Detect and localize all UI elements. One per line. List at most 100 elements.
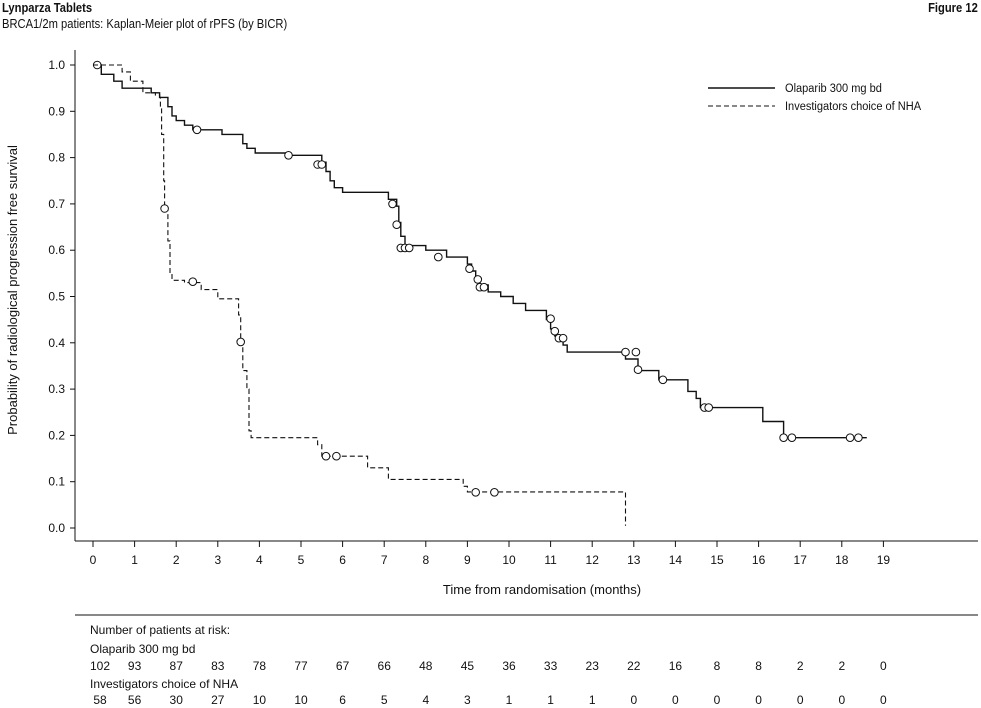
- x-tick-label: 9: [464, 553, 471, 567]
- y-tick-label: 0.6: [48, 243, 65, 257]
- risk-value: 78: [253, 659, 267, 673]
- risk-value: 0: [672, 693, 679, 707]
- chart-subtitle: BRCA1/2m patients: Kaplan-Meier plot of …: [2, 16, 288, 31]
- risk-value: 0: [838, 693, 845, 707]
- censor-marker: [631, 347, 641, 357]
- censor-marker: [845, 433, 855, 443]
- risk-value: 87: [170, 659, 184, 673]
- x-tick-label: 4: [256, 553, 263, 567]
- risk-value: 0: [714, 693, 721, 707]
- censor-marker: [621, 347, 630, 357]
- x-axis-label: Time from randomisation (months): [443, 582, 641, 597]
- x-tick-label: 10: [502, 553, 516, 567]
- censor-marker: [434, 252, 443, 262]
- x-tick-label: 8: [422, 553, 429, 567]
- censor-marker: [473, 275, 483, 284]
- chart-series: [92, 60, 867, 526]
- risk-value: 102: [90, 659, 110, 673]
- risk-value: 2: [838, 659, 845, 673]
- censor-marker: [404, 243, 414, 253]
- censor-marker: [787, 433, 797, 443]
- risk-value: 0: [755, 693, 762, 707]
- risk-value: 5: [381, 693, 388, 707]
- figure-label: Figure 12: [928, 0, 978, 15]
- x-tick-label: 1: [131, 553, 138, 567]
- x-tick-label: 15: [710, 553, 724, 567]
- risk-value: 67: [336, 659, 350, 673]
- censor-marker: [479, 282, 489, 292]
- censor-marker: [392, 220, 402, 229]
- risk-value: 93: [128, 659, 142, 673]
- x-tick-label: 17: [794, 553, 808, 567]
- risk-value: 10: [294, 693, 308, 707]
- censor-marker: [854, 433, 863, 443]
- x-tick-label: 7: [381, 553, 388, 567]
- risk-value: 27: [211, 693, 225, 707]
- censor-marker: [192, 125, 202, 135]
- risk-value: 56: [128, 693, 142, 707]
- y-tick-label: 0.8: [48, 151, 65, 165]
- risk-value: 4: [422, 693, 429, 707]
- censor-marker: [658, 375, 668, 385]
- y-tick-label: 0.7: [48, 197, 65, 211]
- x-tick-label: 2: [173, 553, 180, 567]
- risk-row-label: Investigators choice of NHA: [90, 677, 238, 691]
- y-tick-label: 0.5: [48, 290, 65, 304]
- risk-row-label: Olaparib 300 mg bd: [90, 642, 195, 656]
- censor-marker: [317, 160, 327, 169]
- censor-marker: [546, 314, 555, 324]
- legend-label: Investigators choice of NHA: [785, 101, 921, 113]
- risk-table-heading: Number of patients at risk:: [90, 623, 230, 637]
- risk-value: 1: [589, 693, 596, 707]
- censor-marker: [471, 488, 481, 497]
- censor-marker: [236, 337, 245, 347]
- risk-value: 1: [506, 693, 513, 707]
- y-tick-label: 0.9: [48, 104, 65, 118]
- y-tick-label: 0.2: [48, 428, 65, 442]
- risk-value: 8: [714, 659, 721, 673]
- risk-value: 1: [547, 693, 554, 707]
- risk-table: Number of patients at risk: Olaparib 300 …: [75, 614, 978, 707]
- x-tick-label: 12: [586, 553, 600, 567]
- risk-value: 8: [755, 659, 762, 673]
- risk-value: 0: [630, 693, 637, 707]
- x-tick-label: 14: [669, 553, 683, 567]
- risk-value: 2: [797, 659, 804, 673]
- x-tick-label: 5: [298, 553, 305, 567]
- x-tick-label: 19: [877, 553, 891, 567]
- x-tick-label: 18: [835, 553, 849, 567]
- x-tick-label: 6: [339, 553, 346, 567]
- risk-value: 45: [461, 659, 475, 673]
- y-tick-label: 0.3: [48, 382, 65, 396]
- x-tick-label: 16: [752, 553, 766, 567]
- x-tick-label: 0: [90, 553, 97, 567]
- censor-marker: [388, 199, 397, 209]
- series-olaparib: [92, 60, 867, 443]
- risk-value: 77: [294, 659, 308, 673]
- chart-axes: 0.00.10.20.30.40.50.60.70.80.91.00 1 2 3 4 5 6…: [5, 50, 978, 597]
- series-nha: [93, 64, 627, 526]
- risk-value: 10: [253, 693, 267, 707]
- risk-value: 48: [419, 659, 433, 673]
- series-line: [93, 64, 867, 439]
- risk-value: 0: [880, 659, 887, 673]
- y-axis-label: Probability of radiological progression …: [5, 145, 20, 435]
- risk-value: 0: [797, 693, 804, 707]
- risk-value: 30: [170, 693, 184, 707]
- censor-marker: [321, 451, 331, 461]
- risk-value: 23: [586, 659, 600, 673]
- y-tick-label: 0.1: [48, 475, 65, 489]
- risk-value: 83: [211, 659, 225, 673]
- chart-legend: Olaparib 300 mg bd Investigators choice o…: [708, 83, 921, 113]
- censor-marker: [558, 333, 568, 343]
- y-tick-label: 0.4: [48, 336, 65, 350]
- x-tick-label: 3: [214, 553, 221, 567]
- censor-marker: [490, 488, 499, 497]
- x-tick-label: 11: [544, 553, 557, 567]
- censor-marker: [550, 326, 560, 336]
- censor-marker: [284, 151, 293, 160]
- risk-value: 33: [544, 659, 558, 673]
- risk-value: 66: [378, 659, 392, 673]
- y-tick-label: 1.0: [48, 58, 65, 72]
